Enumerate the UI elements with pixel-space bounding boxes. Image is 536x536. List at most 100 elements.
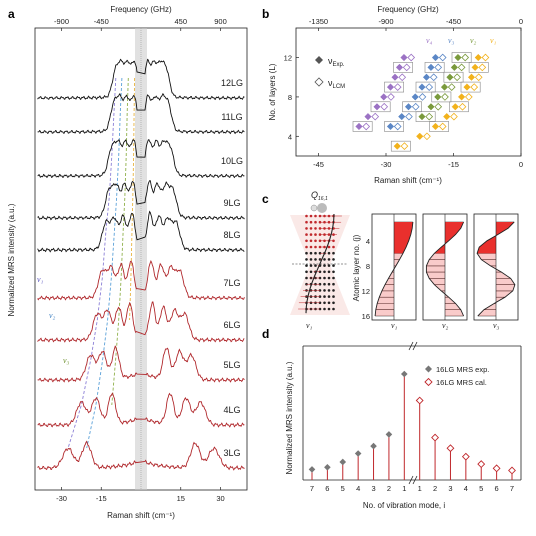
panel-d-axes	[302, 341, 522, 485]
exp-marker	[385, 431, 393, 438]
trace-7LG	[37, 260, 245, 301]
exp-point	[395, 63, 404, 72]
highlight-box	[370, 101, 391, 113]
top-tick-label: -450	[94, 17, 109, 26]
highlight-box	[384, 81, 405, 93]
lcm-point	[447, 83, 456, 91]
layer-label: 11LG	[221, 112, 242, 122]
atom	[305, 214, 308, 218]
c-y-tick-label: 16	[362, 312, 370, 321]
lcm-point	[398, 73, 407, 82]
atom	[323, 276, 326, 280]
b-bottom-tick-label: -45	[313, 160, 324, 169]
atom	[332, 282, 335, 286]
atom	[323, 307, 326, 311]
b-bottom-tick-label: -30	[381, 160, 392, 169]
highlight-box	[384, 121, 405, 132]
atom	[314, 220, 317, 224]
lcm-point	[400, 142, 409, 151]
legend-cal-diamond	[424, 377, 433, 387]
highlight-box	[448, 101, 469, 113]
bottom-tick-label: -15	[96, 494, 107, 503]
lcm-point	[438, 122, 447, 131]
atom	[327, 258, 331, 261]
highlight-box	[352, 121, 373, 132]
atom	[327, 282, 331, 286]
exp-point	[364, 112, 372, 121]
atom	[332, 264, 335, 267]
highlight-box	[424, 62, 445, 73]
lcm-point	[434, 102, 443, 111]
panel-b-legend: νExp. νLCM	[314, 56, 345, 90]
d-x-tick-label: 6	[495, 484, 499, 493]
layer-label: 9LG	[223, 198, 240, 208]
atom	[305, 270, 308, 274]
lcm-point	[387, 93, 395, 101]
exp-marker	[370, 442, 377, 450]
atom	[323, 264, 326, 267]
atom	[332, 289, 335, 292]
exp-point	[391, 73, 399, 81]
lcm-point	[478, 63, 487, 72]
atom	[332, 245, 335, 249]
atom	[309, 264, 313, 267]
guide-line-1	[67, 77, 117, 449]
guide-line-3	[111, 77, 129, 406]
exp-point	[446, 73, 454, 81]
panel-c-label: c	[262, 192, 269, 206]
legend-cal-text: 16LG MRS cal.	[436, 378, 487, 387]
atom	[332, 307, 335, 311]
atom	[323, 301, 326, 305]
lcm-point	[458, 102, 467, 111]
panel-d-xlabel: No. of vibration mode, i	[363, 501, 445, 510]
exp-point	[404, 103, 413, 111]
atom	[314, 233, 317, 236]
atom	[305, 227, 308, 230]
atom	[309, 220, 313, 224]
lcm-point	[362, 122, 371, 131]
atom	[309, 239, 313, 243]
guide-line-4	[129, 77, 136, 321]
exp-marker	[324, 463, 331, 471]
cal-marker	[415, 396, 424, 405]
atom	[323, 282, 326, 286]
lcm-point	[434, 63, 443, 72]
atom	[314, 239, 317, 243]
highlight-box	[415, 81, 436, 93]
atom	[327, 264, 331, 267]
exp-point	[386, 83, 395, 91]
d-top-break-2	[412, 341, 418, 351]
lcm-point	[429, 73, 438, 82]
exp-point	[431, 122, 440, 131]
panel-d-bars	[308, 370, 516, 480]
panel-b-label: b	[262, 7, 269, 21]
cal-marker	[508, 466, 516, 475]
exp-point	[411, 93, 419, 101]
atom	[327, 307, 331, 311]
panel-c-mode-profiles	[371, 213, 519, 321]
exp-point	[355, 122, 363, 131]
exp-point	[431, 53, 440, 62]
exp-point	[418, 83, 426, 91]
layer-label: 3LG	[223, 448, 240, 458]
exp-point	[373, 103, 381, 111]
mode-top-fill	[434, 222, 464, 254]
exp-point	[474, 53, 482, 62]
guide-line-2	[86, 77, 123, 449]
atom	[305, 233, 308, 236]
atom	[332, 301, 335, 305]
b-y-tick-label: 12	[284, 54, 292, 63]
lcm-point	[464, 93, 473, 101]
panel-a-nu1-mark: ν₁	[37, 275, 44, 284]
exp-point	[443, 112, 451, 121]
exp-marker	[354, 450, 362, 457]
d-x-tick-label: 3	[448, 484, 452, 493]
panel-a-bottom-ticks: -30 -15 15 30	[56, 487, 225, 503]
panel-b-nu1-label: ν₁	[490, 36, 497, 45]
cal-marker	[461, 452, 470, 461]
lcm-point	[470, 83, 479, 91]
panel-d-legend: 16LG MRS exp. 16LG MRS cal.	[424, 365, 489, 387]
lcm-point	[474, 73, 483, 82]
atom	[309, 233, 313, 236]
panel-c-mode2-label: ν₂	[442, 321, 449, 330]
